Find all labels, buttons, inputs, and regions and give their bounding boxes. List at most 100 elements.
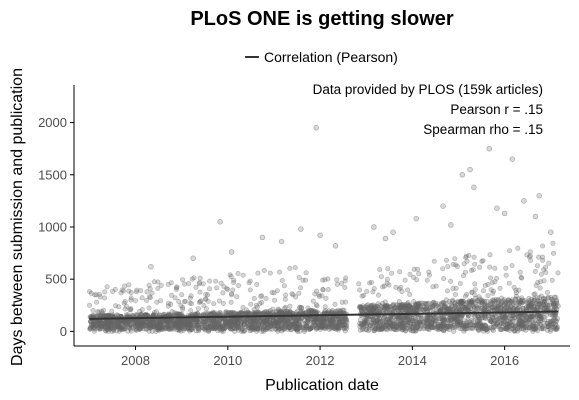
scatter-point	[178, 321, 184, 327]
scatter-point	[444, 322, 450, 328]
scatter-point	[127, 307, 133, 313]
scatter-point	[243, 318, 249, 324]
scatter-point	[276, 319, 282, 325]
scatter-point	[343, 318, 349, 324]
scatter-point	[166, 319, 172, 325]
scatter-point	[209, 320, 215, 326]
scatter-point	[271, 297, 277, 303]
scatter-point	[279, 318, 285, 324]
scatter-point	[230, 287, 236, 293]
scatter-point	[235, 323, 241, 329]
scatter-point	[248, 301, 254, 307]
scatter-point	[212, 320, 218, 326]
scatter-point	[265, 325, 271, 331]
scatter-point	[121, 324, 127, 330]
scatter-point	[242, 321, 248, 327]
scatter-point	[112, 323, 118, 329]
scatter-point	[238, 324, 244, 330]
scatter-point	[149, 319, 155, 325]
scatter-point	[399, 324, 405, 330]
scatter-point	[283, 324, 289, 330]
y-tick-label: 2000	[38, 115, 67, 130]
scatter-point	[87, 326, 93, 332]
scatter-point	[265, 320, 271, 326]
scatter-point	[338, 316, 344, 322]
scatter-point	[165, 281, 171, 287]
scatter-point	[91, 321, 97, 327]
scatter-point	[123, 312, 129, 318]
scatter-point	[368, 279, 374, 285]
scatter-point	[280, 319, 286, 325]
scatter-point	[144, 297, 150, 303]
scatter-point	[110, 288, 116, 294]
scatter-point	[246, 280, 252, 286]
scatter-point	[250, 317, 256, 323]
scatter-point	[328, 309, 334, 315]
scatter-point	[319, 322, 325, 328]
scatter-point	[181, 327, 187, 333]
scatter-point	[232, 320, 238, 326]
scatter-point	[265, 321, 271, 327]
scatter-point	[502, 313, 508, 319]
scatter-point	[111, 326, 117, 332]
scatter-point	[155, 324, 161, 330]
scatter-point	[205, 326, 211, 332]
scatter-point	[208, 311, 214, 317]
scatter-point	[303, 309, 309, 315]
scatter-point	[286, 324, 292, 330]
scatter-point	[314, 309, 320, 315]
scatter-point	[310, 308, 316, 314]
scatter-point	[146, 321, 152, 327]
scatter-point	[249, 325, 255, 331]
scatter-point	[323, 308, 329, 314]
scatter-point	[261, 318, 267, 324]
scatter-point	[462, 293, 468, 299]
scatter-point	[480, 288, 486, 294]
scatter-point	[112, 286, 118, 292]
scatter-point	[122, 306, 128, 312]
scatter-point	[335, 316, 341, 322]
plot-area	[87, 125, 561, 334]
scatter-point	[344, 325, 350, 331]
scatter-point	[259, 328, 265, 334]
scatter-point	[207, 326, 213, 332]
scatter-point	[140, 320, 146, 326]
y-tick-label: 1500	[38, 167, 67, 182]
scatter-point	[254, 310, 260, 316]
y-axis-title: Days between submission and publication	[9, 68, 26, 366]
scatter-point	[287, 308, 293, 314]
scatter-point	[325, 276, 331, 282]
scatter-point	[320, 322, 326, 328]
legend: Correlation (Pearson)	[245, 49, 398, 65]
scatter-point	[199, 321, 205, 327]
scatter-point	[523, 305, 529, 311]
scatter-point	[293, 317, 299, 323]
scatter-point	[264, 325, 270, 331]
scatter-point	[216, 298, 222, 304]
outlier-point	[532, 213, 539, 220]
scatter-point	[160, 324, 166, 330]
scatter-point	[550, 240, 556, 246]
scatter-point	[288, 326, 294, 332]
scatter-point	[451, 328, 457, 334]
scatter-point	[181, 319, 187, 325]
scatter-point	[117, 324, 123, 330]
scatter-point	[255, 325, 261, 331]
scatter-point	[177, 324, 183, 330]
scatter-point	[298, 285, 304, 291]
scatter-point	[128, 297, 134, 303]
scatter-point	[377, 318, 383, 324]
scatter-point	[401, 304, 407, 310]
scatter-point	[294, 326, 300, 332]
scatter-point	[266, 309, 272, 315]
scatter-point	[187, 295, 193, 301]
annotation-spearman: Spearman rho = .15	[423, 122, 543, 137]
scatter-point	[215, 320, 221, 326]
scatter-point	[489, 280, 495, 286]
scatter-point	[118, 326, 124, 332]
scatter-point	[151, 320, 157, 326]
scatter-point	[151, 323, 157, 329]
scatter-point	[273, 319, 279, 325]
scatter-point	[268, 322, 274, 328]
scatter-point	[343, 315, 349, 321]
